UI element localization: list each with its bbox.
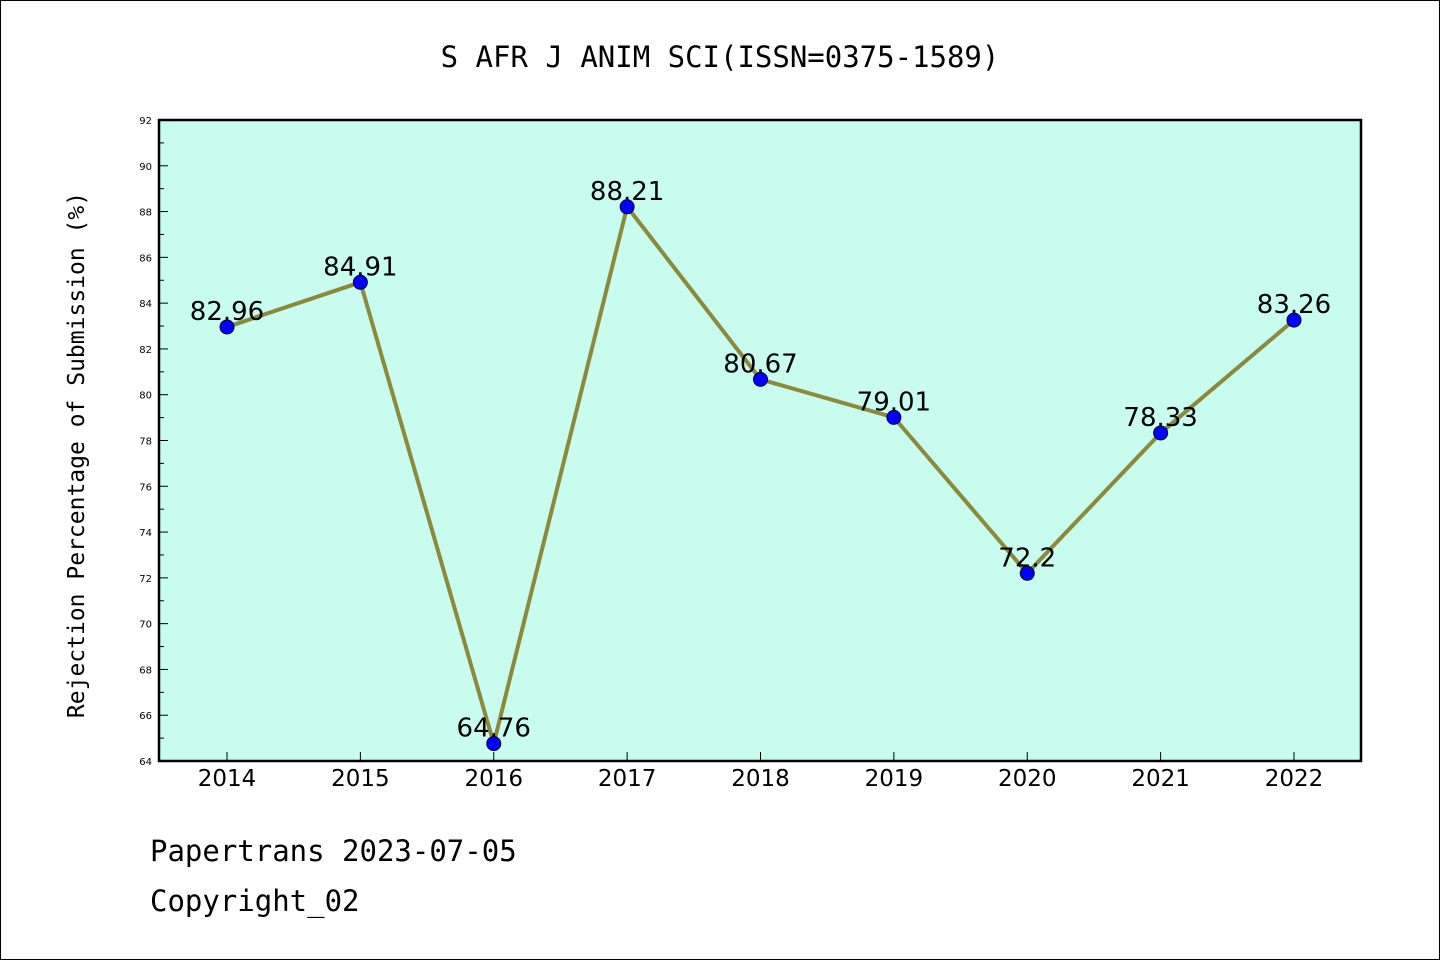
x-tick-label: 2014: [198, 766, 257, 792]
y-tick-label: 78: [139, 437, 152, 448]
y-tick-label: 68: [139, 665, 152, 676]
y-tick-label: 92: [139, 116, 152, 127]
y-axis-ticks: 64 66 68 70 72 74 76 78 80 82 84 86 88 90 92: [139, 116, 168, 768]
chart-title: S AFR J ANIM SCI(ISSN=0375-1589): [441, 40, 1000, 74]
y-tick-label: 80: [139, 391, 152, 402]
data-label: 88.21: [590, 177, 664, 207]
plot-area: [157, 118, 1363, 763]
data-point: [619, 199, 635, 215]
y-tick-label: 64: [139, 757, 152, 768]
data-label: 72.2: [998, 543, 1056, 573]
data-label: 79.01: [857, 387, 931, 417]
x-tick-label: 2018: [731, 766, 790, 792]
x-tick-label: 2021: [1131, 766, 1190, 792]
data-point: [219, 319, 235, 335]
y-axis-label: Rejection Percentage of Submission (%): [64, 192, 90, 718]
data-label: 84.91: [323, 252, 397, 282]
data-label: 82.96: [190, 297, 264, 327]
data-point: [486, 736, 502, 752]
data-point: [886, 409, 902, 425]
marker-layer: [219, 199, 1302, 752]
footer-source-date: Papertrans 2023-07-05: [150, 834, 517, 868]
y-tick-label: 70: [139, 620, 152, 631]
y-tick-label: 90: [139, 162, 152, 173]
y-tick-label: 66: [139, 711, 152, 722]
data-label: 64.76: [457, 714, 531, 744]
data-label-layer: 82.96 84.91 64.76 88.21 80.67 79.01 72.2 78.33 8…: [190, 177, 1331, 744]
y-tick-label: 86: [139, 253, 152, 264]
x-tick-label: 2022: [1265, 766, 1324, 792]
y-tick-label: 76: [139, 482, 152, 493]
y-tick-label: 82: [139, 345, 152, 356]
data-point: [753, 371, 768, 387]
y-tick-label: 74: [139, 528, 152, 539]
x-axis-ticks: 2014 2015 2016 2017 2018 2019 2020 2021 2022: [198, 752, 1324, 792]
x-tick-label: 2015: [331, 766, 390, 792]
y-tick-label: 88: [139, 208, 152, 219]
y-tick-label: 72: [139, 574, 152, 585]
data-point: [1019, 565, 1035, 581]
x-tick-label: 2016: [464, 766, 523, 792]
data-point: [352, 274, 368, 290]
x-tick-label: 2020: [998, 766, 1057, 792]
data-label: 80.67: [723, 349, 797, 379]
footer-copyright: Copyright_02: [150, 884, 360, 918]
data-label: 78.33: [1123, 403, 1197, 433]
data-label: 83.26: [1257, 290, 1331, 320]
data-point: [1153, 425, 1169, 441]
x-tick-label: 2017: [598, 766, 657, 792]
y-tick-label: 84: [139, 299, 152, 310]
data-point: [1286, 312, 1302, 328]
x-tick-label: 2019: [865, 766, 924, 792]
